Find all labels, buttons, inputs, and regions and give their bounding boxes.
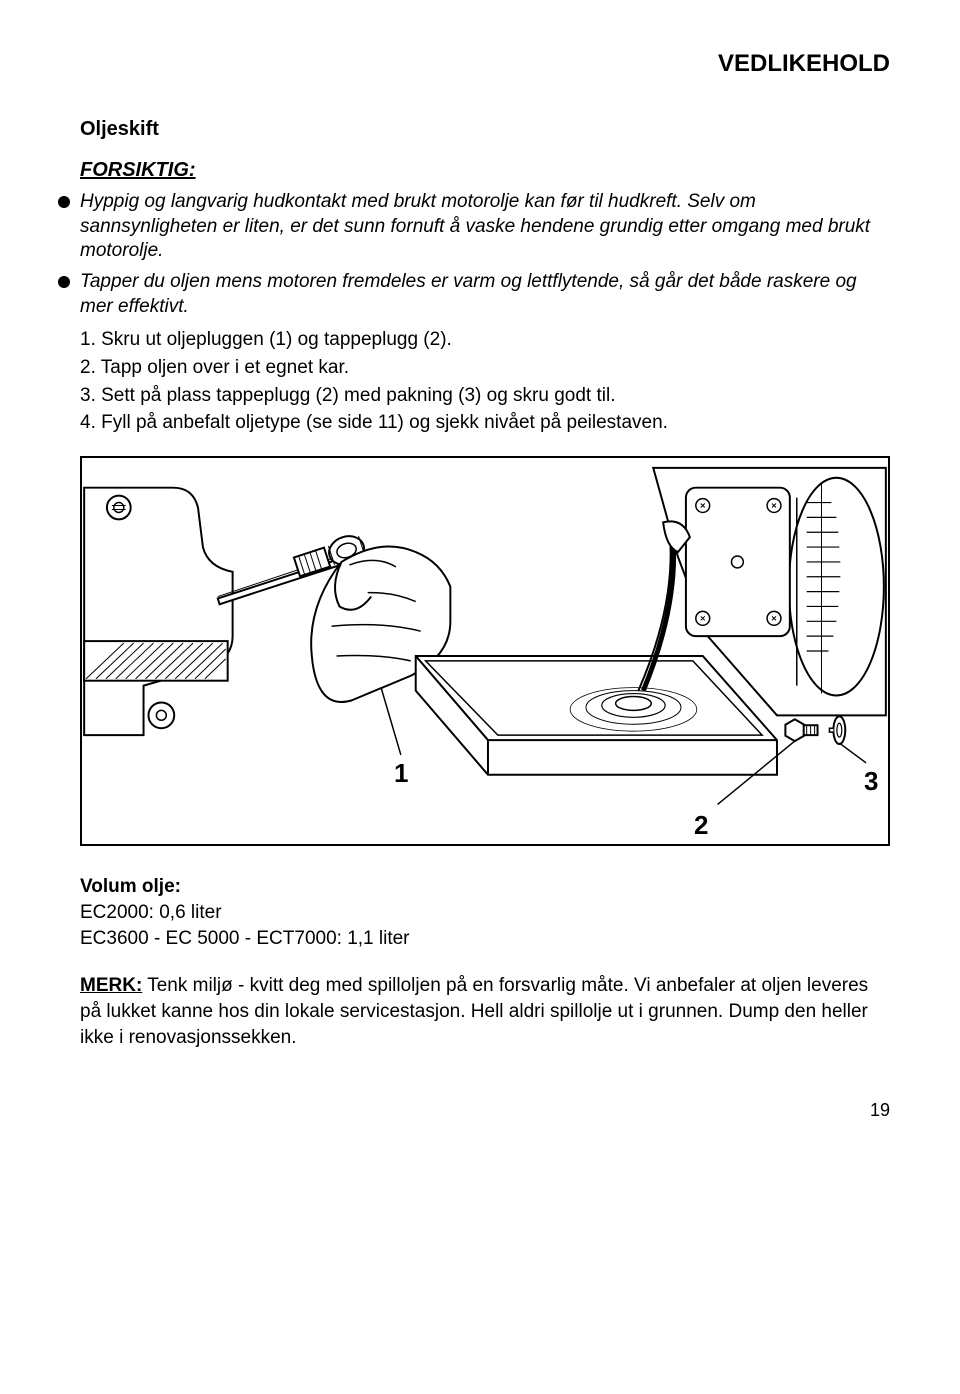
section-title: Oljeskift [80, 118, 890, 141]
caution-label: FORSIKTIG: [80, 159, 890, 182]
note-block: MERK: Tenk miljø - kvitt deg med spillol… [80, 973, 890, 1050]
step-item: 2. Tapp oljen over i et egnet kar. [80, 355, 890, 381]
step-list: 1. Skru ut oljepluggen (1) og tappeplugg… [80, 327, 890, 436]
volume-line: EC3600 - EC 5000 - ECT7000: 1,1 liter [80, 926, 890, 952]
note-label: MERK: [80, 975, 142, 996]
page-header-title: VEDLIKEHOLD [80, 50, 890, 78]
bullet-dot-icon [58, 196, 70, 208]
caution-bullet: Tapper du oljen mens motoren fremdeles e… [80, 270, 890, 319]
volume-title: Volum olje: [80, 876, 890, 898]
diagram-callout-1: 1 [394, 758, 408, 789]
diagram-callout-2: 2 [694, 810, 708, 841]
page-number: 19 [80, 1100, 890, 1121]
bullet-dot-icon [58, 276, 70, 288]
step-item: 3. Sett på plass tappeplugg (2) med pakn… [80, 383, 890, 409]
caution-bullet-text: Tapper du oljen mens motoren fremdeles e… [80, 270, 890, 319]
step-item: 4. Fyll på anbefalt oljetype (se side 11… [80, 410, 890, 436]
diagram-callout-3: 3 [864, 766, 878, 797]
caution-bullet: Hyppig og langvarig hudkontakt med brukt… [80, 190, 890, 264]
oil-drain-diagram-svg [82, 458, 888, 844]
volume-line: EC2000: 0,6 liter [80, 900, 890, 926]
note-text: Tenk miljø - kvitt deg med spilloljen på… [80, 975, 868, 1047]
step-item: 1. Skru ut oljepluggen (1) og tappeplugg… [80, 327, 890, 353]
diagram-figure: 1 2 3 [80, 456, 890, 846]
caution-bullet-text: Hyppig og langvarig hudkontakt med brukt… [80, 190, 890, 264]
